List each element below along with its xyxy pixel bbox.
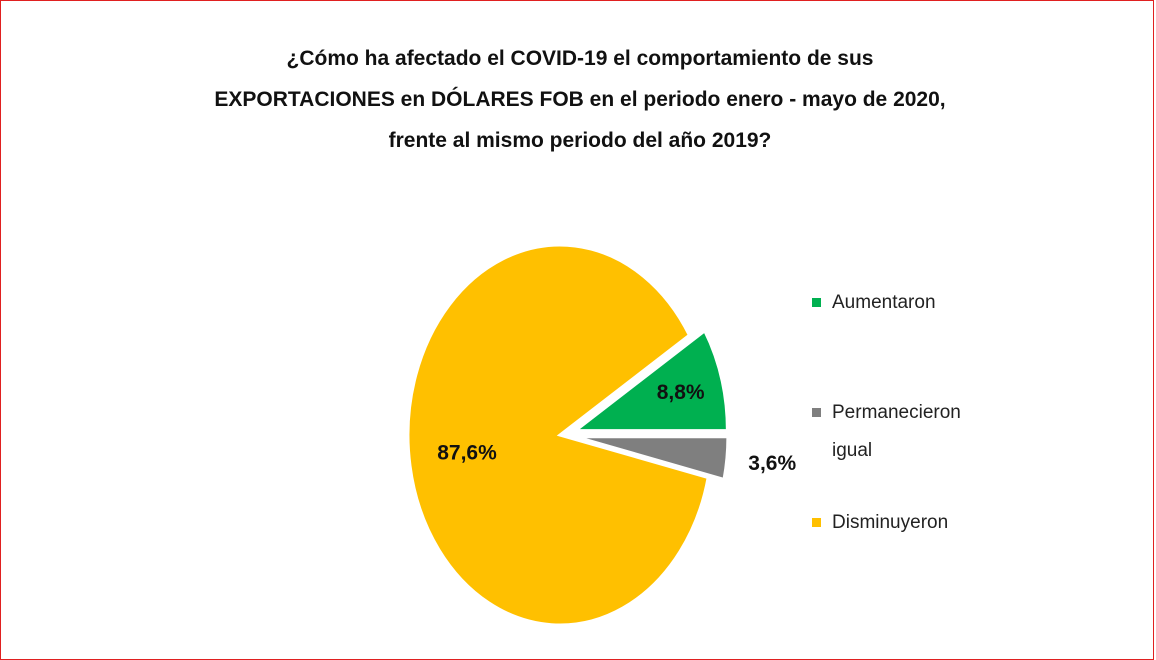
data-label: 3,6% [748, 452, 796, 475]
legend-item: Permanecieron igual [812, 394, 992, 470]
legend-item: Aumentaron [812, 284, 1002, 322]
legend-swatch [812, 298, 821, 307]
legend-label: Permanecieron igual [832, 402, 961, 461]
legend-label: Aumentaron [832, 292, 936, 313]
legend-swatch [812, 408, 821, 417]
pie-slice [570, 328, 729, 433]
legend-label: Disminuyeron [832, 512, 949, 533]
data-label: 87,6% [437, 442, 497, 465]
pie-slice [406, 243, 710, 627]
legend-swatch [812, 518, 821, 527]
pie-slice [575, 435, 730, 482]
legend-item: Disminuyeron [812, 504, 1002, 542]
data-label: 8,8% [657, 381, 705, 404]
chart-title: ¿Cómo ha afectado el COVID-19 el comport… [214, 47, 946, 152]
chart: 8,8% 3,6% 87,6% [406, 243, 796, 627]
